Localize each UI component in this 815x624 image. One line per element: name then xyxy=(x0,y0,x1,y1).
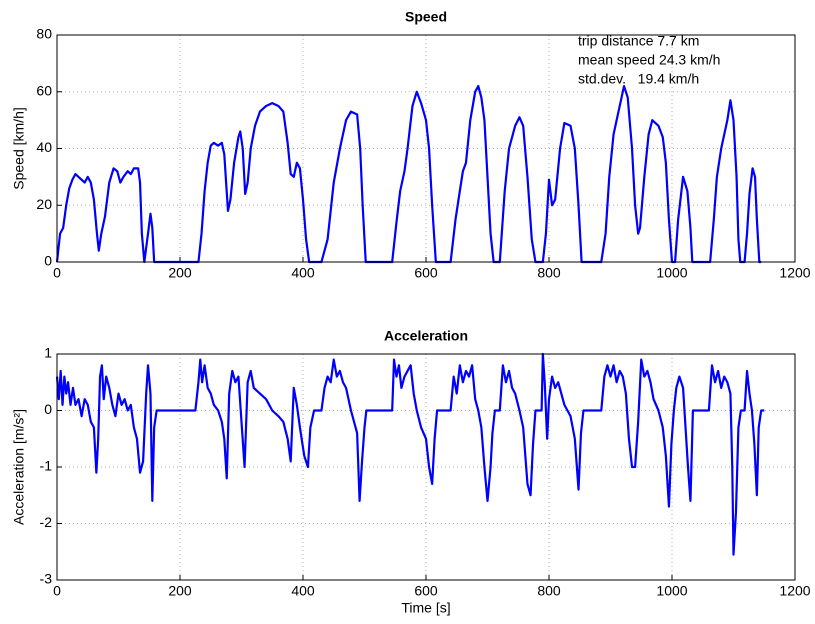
x-tick-label: 400 xyxy=(291,583,315,599)
y-tick-label: 60 xyxy=(36,82,52,98)
x-tick-label: 0 xyxy=(53,265,61,281)
y-tick-label: -2 xyxy=(40,514,53,530)
y-tick-label: -3 xyxy=(40,571,53,587)
chart-title: Speed xyxy=(405,9,447,25)
y-axis-label: Speed [km/h] xyxy=(11,107,27,190)
x-tick-label: 1000 xyxy=(656,265,687,281)
chart-title: Acceleration xyxy=(384,328,468,344)
x-tick-label: 400 xyxy=(291,265,315,281)
x-tick-label: 1200 xyxy=(779,583,810,599)
x-tick-label: 600 xyxy=(414,583,438,599)
axes-box xyxy=(56,34,796,263)
y-axis-label: Acceleration [m/s²] xyxy=(11,409,27,525)
axes-box xyxy=(56,353,796,581)
line-series xyxy=(55,84,762,264)
x-tick-label: 200 xyxy=(168,265,192,281)
x-tick-label: 200 xyxy=(168,583,192,599)
y-tick-label: 0 xyxy=(44,401,52,417)
y-tick-label: 40 xyxy=(36,139,52,155)
annotation: std.dev. 19.4 km/h xyxy=(578,71,699,87)
x-axis-label: Time [s] xyxy=(401,600,450,616)
x-tick-label: 800 xyxy=(537,265,561,281)
y-tick-label: 80 xyxy=(36,26,52,42)
y-tick-label: -1 xyxy=(40,458,53,474)
x-tick-label: 1000 xyxy=(656,583,687,599)
x-tick-label: 0 xyxy=(53,583,61,599)
line-series xyxy=(55,352,765,556)
x-tick-label: 1200 xyxy=(779,265,810,281)
annotation: trip distance 7.7 km xyxy=(578,33,699,49)
x-tick-label: 600 xyxy=(414,265,438,281)
x-tick-label: 800 xyxy=(537,583,561,599)
annotation: mean speed 24.3 km/h xyxy=(578,52,720,68)
y-tick-label: 0 xyxy=(44,253,52,269)
y-tick-label: 20 xyxy=(36,196,52,212)
y-tick-label: 1 xyxy=(44,345,52,361)
